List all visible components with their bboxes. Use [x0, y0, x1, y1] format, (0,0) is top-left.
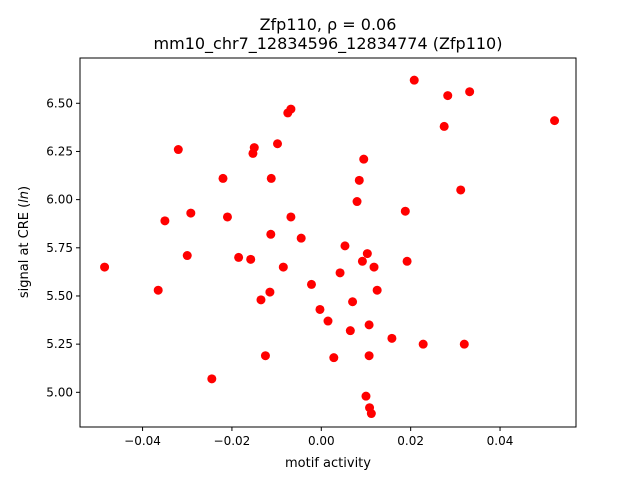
data-point	[249, 143, 259, 153]
y-axis-ticks: 5.00 5.25 5.50 5.75 6.00 6.25 6.50	[46, 96, 80, 399]
data-point	[409, 75, 419, 85]
data-point	[273, 139, 283, 149]
x-tick-label: 0.04	[487, 434, 514, 448]
data-point	[369, 262, 379, 272]
data-point	[439, 121, 449, 131]
x-axis-label: motif activity	[285, 456, 371, 471]
data-point	[100, 262, 110, 272]
data-point	[323, 316, 333, 326]
data-point	[456, 185, 466, 195]
data-point	[207, 374, 217, 384]
data-point	[400, 206, 410, 216]
data-point	[218, 173, 228, 183]
y-tick-label: 5.50	[46, 289, 73, 303]
data-point	[186, 208, 196, 218]
data-point	[352, 197, 362, 207]
y-tick-label: 6.00	[46, 193, 73, 207]
data-point	[359, 154, 369, 164]
data-point	[329, 353, 339, 363]
data-point	[550, 116, 560, 126]
y-axis-label-unit: ln	[17, 191, 32, 203]
data-point	[364, 320, 374, 330]
data-point	[278, 262, 288, 272]
data-point	[286, 104, 296, 114]
x-axis-ticks: −0.04 −0.02 0.00 0.02 0.04	[124, 427, 513, 448]
chart-title-line1: Zfp110, ρ = 0.06	[260, 15, 397, 34]
data-point	[265, 287, 275, 297]
data-point	[443, 91, 453, 101]
data-point	[173, 145, 183, 155]
data-point	[366, 409, 376, 419]
data-point	[256, 295, 266, 305]
data-point	[153, 285, 163, 295]
data-point	[361, 391, 371, 401]
data-point	[246, 254, 256, 264]
data-point	[260, 351, 270, 361]
data-point	[335, 268, 345, 278]
data-point	[362, 249, 372, 259]
data-point	[222, 212, 232, 222]
data-point	[340, 241, 350, 251]
x-tick-label: −0.02	[214, 434, 251, 448]
x-tick-label: −0.04	[124, 434, 161, 448]
data-point	[418, 339, 428, 349]
y-tick-label: 5.00	[46, 385, 73, 399]
y-tick-label: 6.25	[46, 144, 73, 158]
data-point	[354, 175, 364, 185]
data-point	[345, 326, 355, 336]
data-point	[402, 256, 412, 266]
y-tick-label: 6.50	[46, 96, 73, 110]
data-point	[234, 252, 244, 262]
data-point	[465, 87, 475, 97]
data-point	[266, 173, 276, 183]
chart-title-line2: mm10_chr7_12834596_12834774 (Zfp110)	[154, 34, 503, 54]
data-point	[296, 233, 306, 243]
x-tick-label: 0.00	[308, 434, 335, 448]
data-point	[387, 333, 397, 343]
plot-frame	[79, 57, 577, 428]
y-axis-label: signal at CRE (ln)	[17, 186, 32, 298]
y-tick-label: 5.75	[46, 241, 73, 255]
data-point	[266, 229, 276, 239]
data-point	[357, 256, 367, 266]
x-tick-label: 0.02	[397, 434, 424, 448]
data-point	[372, 285, 382, 295]
data-point	[182, 251, 192, 261]
data-point	[315, 304, 325, 314]
data-point	[459, 339, 469, 349]
data-points	[100, 75, 560, 419]
data-point	[286, 212, 296, 222]
data-point	[160, 216, 170, 226]
data-point	[348, 297, 358, 307]
data-point	[306, 279, 316, 289]
y-tick-label: 5.25	[46, 337, 73, 351]
data-point	[364, 351, 374, 361]
